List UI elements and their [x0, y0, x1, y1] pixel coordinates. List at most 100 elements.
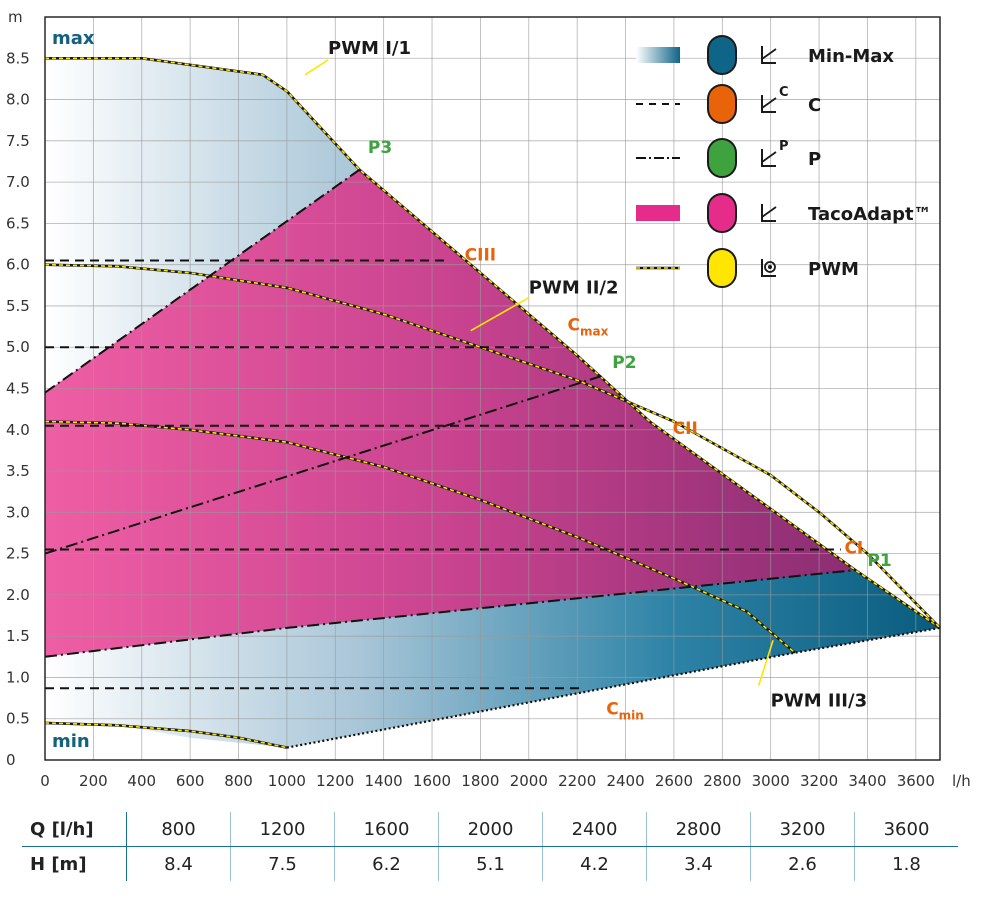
- y-tick-label: 8.5: [6, 49, 30, 67]
- y-tick-label: 6.5: [6, 214, 30, 232]
- x-tick-label: 1400: [365, 772, 403, 790]
- legend-mode-icon: P: [761, 139, 789, 167]
- point-label: P2: [612, 353, 636, 373]
- y-tick-label: 4.5: [6, 380, 30, 398]
- legend-mode-indicator: [707, 84, 737, 124]
- y-tick-label: 6.0: [6, 256, 30, 274]
- mode-icon-axes: [761, 204, 776, 222]
- y-tick-label: 0: [6, 751, 16, 769]
- chart-series: [44, 56, 941, 749]
- x-tick-label: 600: [176, 772, 205, 790]
- mode-icon-slope: [761, 206, 777, 218]
- y-tick-label: 4.0: [6, 421, 30, 439]
- x-tick-label: 2200: [558, 772, 596, 790]
- mode-icon-slope: [761, 151, 777, 163]
- x-tick-label: 3000: [752, 772, 790, 790]
- mode-icon-slope: [761, 48, 777, 60]
- mode-icon-axes: [761, 95, 776, 113]
- h-header: H [m]: [22, 846, 127, 881]
- y-tick-label: 0.5: [6, 710, 30, 728]
- x-tick-label: 3200: [800, 772, 838, 790]
- flow-head-table: Q [l/h] 800 1200 1600 2000 2400 2800 320…: [22, 812, 958, 881]
- x-tick-label: 1000: [268, 772, 306, 790]
- pump-curve-chart: 0 0.5 1.0 1.5 2.0 2.5 3.0 3.5 4.0 4.5 5.0 5.5 6.0 6.5…: [6, 8, 971, 790]
- pwm-leader-line: [304, 59, 329, 76]
- h-cell: 2.6: [750, 846, 855, 881]
- chart-regions: [45, 58, 940, 748]
- q-cell: 3200: [750, 812, 855, 847]
- x-tick-label: 2400: [606, 772, 644, 790]
- h-cell: 1.8: [892, 853, 921, 875]
- plot-frame: [44, 16, 941, 761]
- legend-mode-indicator: [707, 35, 737, 75]
- y-tick-label: 5.5: [6, 297, 30, 315]
- legend-mode-indicator: [707, 248, 737, 288]
- point-label: Cmax: [567, 316, 608, 339]
- chart-grid: [44, 17, 940, 761]
- min-label: min: [52, 731, 90, 752]
- y-tick-label: 3.5: [6, 462, 30, 480]
- point-label: P3: [368, 138, 392, 158]
- legend-mode-indicator: [707, 138, 737, 178]
- point-label: P1: [867, 551, 891, 571]
- series-pwm-iii-3-dash: [44, 420, 796, 654]
- point-label: CII: [673, 419, 698, 439]
- legend-entry-label: P: [808, 149, 821, 170]
- x-tick-label: 800: [224, 772, 253, 790]
- series-p3-line: [44, 168, 361, 394]
- h-cell: 7.5: [230, 846, 335, 881]
- x-tick-label: 200: [79, 772, 108, 790]
- y-tick-label: 7.5: [6, 132, 30, 150]
- legend-swatch-gradient: [636, 47, 680, 63]
- pwm-curve-label: PWM I/1: [328, 38, 411, 59]
- point-label: Cmin: [606, 700, 644, 723]
- series-pwm-dash: [44, 722, 288, 749]
- legend-entry-label: PWM: [808, 259, 859, 280]
- pwm-leader-line: [470, 296, 530, 332]
- point-label: CI: [844, 539, 863, 559]
- pwm-leader-line: [757, 640, 774, 686]
- y-tick-label: 5.0: [6, 338, 30, 356]
- mode-icon-axes: [761, 259, 776, 277]
- y-tick-label: 2.0: [6, 586, 30, 604]
- q-cell: 2400: [542, 812, 647, 847]
- h-cell: 3.4: [646, 846, 751, 881]
- y-tick-label: 7.0: [6, 173, 30, 191]
- point-label: CIII: [465, 246, 496, 266]
- table-row-q: Q [l/h] 800 1200 1600 2000 2400 2800 320…: [22, 812, 958, 847]
- q-cell: 1600: [334, 812, 439, 847]
- legend-mode-superscript: C: [779, 85, 789, 100]
- x-tick-label: 1600: [413, 772, 451, 790]
- x-tick-label: 1200: [316, 772, 354, 790]
- q-cell: 800: [126, 812, 231, 847]
- mode-icon-axes: [761, 149, 776, 167]
- q-cell: 2000: [438, 812, 543, 847]
- y-tick-label: 2.5: [6, 545, 30, 563]
- h-cell: 8.4: [126, 846, 231, 881]
- x-tick-label: 2000: [510, 772, 548, 790]
- x-unit-label: l/h: [952, 772, 971, 790]
- legend-mode-superscript: P: [779, 139, 789, 154]
- legend-mode-icon: [761, 259, 776, 277]
- chart-labels: max min P3 P2 P1 CIII Cmax CII CI Cmin PWM I/1 PWM …: [52, 28, 892, 752]
- y-tick-label: 3.0: [6, 503, 30, 521]
- x-tick-label: 2800: [703, 772, 741, 790]
- mode-icon-circle: [764, 261, 776, 273]
- x-tick-label: 3400: [848, 772, 886, 790]
- x-tick-label: 0: [40, 772, 50, 790]
- pwm-curve-label: PWM II/2: [529, 278, 619, 299]
- mode-icon-slope: [761, 97, 777, 109]
- mode-icon-dot: [768, 265, 772, 269]
- h-cell: 4.2: [542, 846, 647, 881]
- mode-icon-axes: [761, 46, 776, 64]
- legend-entry-label: Min-Max: [808, 46, 894, 67]
- h-cell: 5.1: [438, 846, 543, 881]
- series-dotted-line: [286, 626, 941, 749]
- x-tick-label: 400: [127, 772, 156, 790]
- legend-mode-icon: [761, 46, 777, 64]
- y-tick-label: 8.0: [6, 91, 30, 109]
- tacoadapt-area: [45, 169, 856, 657]
- x-tick-label: 1800: [461, 772, 499, 790]
- series-p1-line: [44, 569, 856, 658]
- legend-mode-icon: [761, 204, 777, 222]
